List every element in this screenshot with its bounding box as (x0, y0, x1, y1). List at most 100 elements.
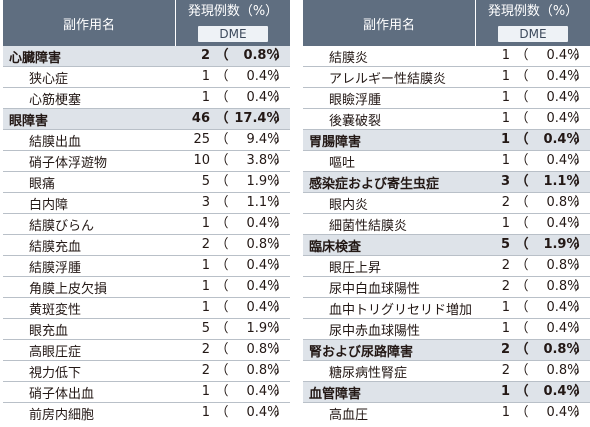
event-count-cell: 1 （0.4%） (475, 213, 590, 235)
event-count-cell: 2 （0.8%） (475, 192, 590, 214)
event-count-cell: 1 （0.4%） (476, 403, 590, 424)
event-count-cell: 1 （0.4%） (475, 297, 590, 319)
event-count-cell: 1 （0.4%） (475, 150, 590, 172)
event-percent-value: 0.4% (546, 48, 580, 63)
header-subgroup: DME (175, 24, 290, 46)
event-name: 心筋梗塞 (3, 87, 176, 109)
adverse-events-table-right: 副作用名 発現例数（%） DME 結膜炎 1 （0.4%）アレルギー性結膜炎 1 （0.… (303, 0, 590, 423)
event-count: 1 (201, 258, 210, 273)
event-name: 血中トリグリセリド増加 (303, 297, 476, 319)
event-count-cell: 1 （0.4%） (175, 87, 290, 109)
event-count-cell: 1 （0.4%） (175, 255, 290, 277)
event-count: 2 (500, 342, 510, 357)
event-count: 5 (201, 321, 210, 336)
event-count: 2 (501, 258, 510, 273)
event-percent-value: 1.1% (543, 174, 580, 189)
event-percent-value: 0.4% (546, 153, 580, 168)
event-percent-value: 0.8% (246, 237, 280, 252)
event-count: 1 (501, 153, 510, 168)
event-count: 1 (501, 48, 510, 63)
event-percent-value: 0.4% (246, 300, 280, 315)
table-row: 眼瞼浮腫 1 （0.4%） (303, 87, 590, 109)
event-count: 5 (201, 174, 210, 189)
event-count-cell: 2 （0.8%） (475, 276, 590, 298)
event-name: 臨床検査 (303, 234, 476, 256)
table-row: 黄斑変性 1 （0.4%） (3, 297, 290, 319)
event-count-cell: 3 （1.1%） (175, 192, 290, 214)
event-count-cell: 3 （1.1%） (475, 171, 590, 193)
event-count-cell: 2 （0.8%） (175, 339, 290, 361)
event-count: 46 (191, 111, 210, 126)
category-row: 心臓障害 2 （0.8%） (3, 46, 290, 67)
event-name: 結膜炎 (303, 46, 476, 67)
event-count: 2 (501, 363, 510, 378)
event-percent-value: 0.4% (543, 132, 580, 147)
event-count: 1 (201, 279, 210, 294)
table-row: 角膜上皮欠損 1 （0.4%） (3, 276, 290, 298)
event-count: 10 (193, 153, 210, 168)
event-name: 硝子体浮遊物 (3, 150, 176, 172)
category-row: 眼障害 46 （17.4%） (3, 108, 290, 130)
event-percent-value: 0.4% (246, 69, 280, 84)
header-count: 発現例数（%） (175, 0, 290, 24)
event-name: 糖尿病性腎症 (303, 360, 476, 382)
category-row: 臨床検査 5 （1.9%） (303, 234, 590, 256)
event-count: 3 (500, 174, 510, 189)
event-count-cell: 2 （0.8%） (175, 234, 290, 256)
event-count-cell: 1 （0.4%） (175, 381, 290, 403)
table-row: 結膜浮腫 1 （0.4%） (3, 255, 290, 277)
table-row: 硝子体出血 1 （0.4%） (3, 381, 290, 403)
table-row: 結膜びらん 1 （0.4%） (3, 213, 290, 235)
event-count: 1 (501, 405, 510, 420)
event-count-cell: 1 （0.4%） (175, 297, 290, 319)
event-count-cell: 2 （0.8%） (475, 255, 590, 277)
event-name: 硝子体出血 (3, 381, 176, 403)
event-name: 眼障害 (3, 108, 176, 130)
event-percent-value: 0.4% (546, 321, 580, 336)
event-percent-value: 0.4% (246, 405, 280, 420)
event-name: 眼圧上昇 (303, 255, 476, 277)
table-row: 細菌性結膜炎 1 （0.4%） (303, 213, 590, 235)
table-row: 糖尿病性腎症 2 （0.8%） (303, 360, 590, 382)
event-percent-value: 0.4% (246, 279, 280, 294)
event-percent-value: 0.4% (546, 69, 580, 84)
event-percent-value: 0.4% (246, 90, 280, 105)
event-name: 白内障 (3, 192, 176, 214)
event-count: 2 (200, 48, 210, 63)
table-row: 眼圧上昇 2 （0.8%） (303, 255, 590, 277)
event-count-cell: 2 （0.8%） (175, 46, 290, 67)
event-name: 尿中白血球陽性 (303, 276, 476, 298)
event-count-cell: 2 （0.8%） (175, 360, 290, 382)
table-row: 視力低下 2 （0.8%） (3, 360, 290, 382)
event-count: 25 (193, 132, 210, 147)
event-count: 2 (501, 279, 510, 294)
table-row: 心筋梗塞 1 （0.4%） (3, 87, 290, 109)
event-percent-value: 0.8% (546, 363, 580, 378)
event-count: 1 (201, 405, 210, 420)
event-count-cell: 1 （0.4%） (475, 87, 590, 109)
event-name: 心臓障害 (3, 46, 176, 67)
event-name: 結膜浮腫 (3, 255, 176, 277)
table-row: 尿中白血球陽性 2 （0.8%） (303, 276, 590, 298)
event-count: 1 (501, 321, 510, 336)
event-count-cell: 5 （1.9%） (175, 318, 290, 340)
event-count: 1 (201, 384, 210, 399)
event-count-cell: 25 （9.4%） (175, 129, 290, 151)
event-percent-value: 0.8% (246, 363, 280, 378)
event-percent-value: 0.8% (546, 279, 580, 294)
table-row: 結膜炎 1 （0.4%） (303, 46, 590, 67)
event-percent-value: 1.9% (246, 174, 280, 189)
event-count: 1 (201, 300, 210, 315)
event-name: 細菌性結膜炎 (303, 213, 476, 235)
event-name: 結膜充血 (3, 234, 176, 256)
table-row: 後嚢破裂 1 （0.4%） (303, 108, 590, 130)
table-row: 硝子体浮遊物 10 （3.8%） (3, 150, 290, 172)
event-percent-value: 0.8% (546, 258, 580, 273)
event-name: 黄斑変性 (3, 297, 176, 319)
table-row: 眼内炎 2 （0.8%） (303, 192, 590, 214)
event-count: 2 (201, 342, 210, 357)
table-row: 眼充血 5 （1.9%） (3, 318, 290, 340)
table-row: 高眼圧症 2 （0.8%） (3, 339, 290, 361)
event-name: 感染症および寄生虫症 (303, 171, 476, 193)
table-row: 結膜充血 2 （0.8%） (3, 234, 290, 256)
